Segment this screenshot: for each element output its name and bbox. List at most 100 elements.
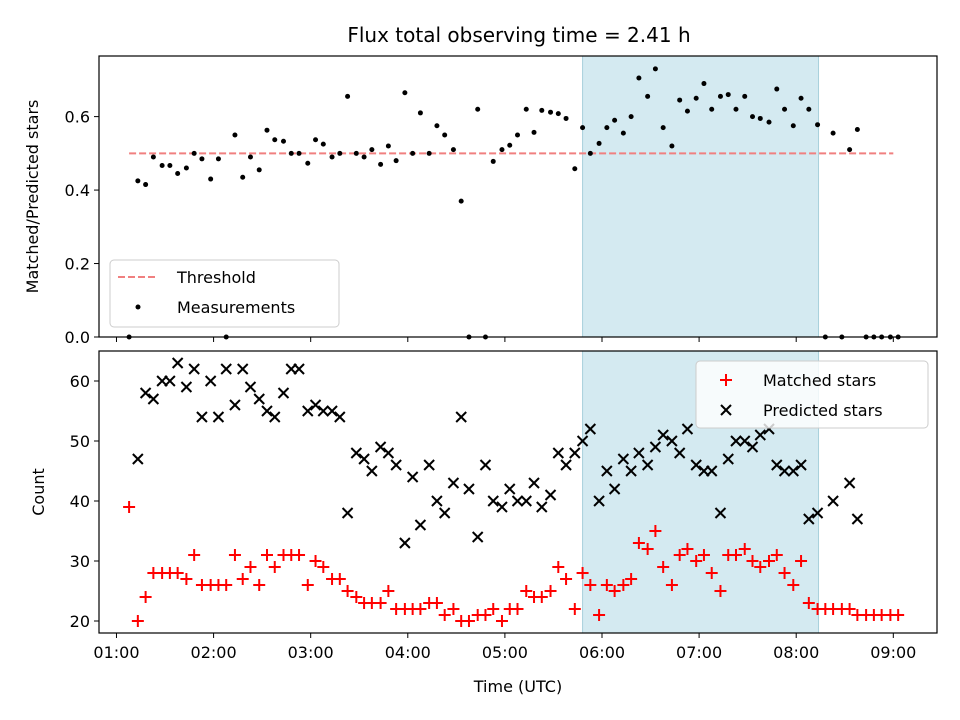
measurement-point — [798, 95, 804, 101]
predicted-star-point — [326, 405, 338, 417]
predicted-star-point — [536, 501, 548, 513]
predicted-star-point — [681, 423, 694, 435]
predicted-star-point — [576, 435, 589, 447]
predicted-star-point — [803, 513, 815, 525]
predicted-star-point — [746, 441, 759, 453]
matched-star-point — [617, 579, 630, 591]
predicted-star-point — [253, 393, 265, 405]
matched-star-point — [544, 585, 557, 597]
measurement-point — [313, 137, 319, 143]
xtick-label: 09:00 — [870, 643, 916, 662]
predicted-star-point — [754, 429, 766, 441]
predicted-star-point — [302, 405, 314, 417]
measurement-point — [256, 167, 262, 173]
predicted-star-point — [414, 519, 427, 531]
predicted-star-point — [479, 459, 492, 471]
matched-star-point — [535, 591, 548, 603]
predicted-star-point — [212, 411, 225, 423]
matched-star-point — [479, 609, 492, 621]
matched-star-point — [673, 549, 686, 561]
top-y-axis-label: Matched/Predicted stars — [23, 100, 42, 294]
matched-star-point — [632, 537, 645, 549]
measurement-point — [580, 125, 586, 131]
predicted-star-point — [406, 471, 419, 483]
matched-star-point — [625, 573, 638, 585]
bottom-y-ticks: 20 30 40 50 60 — [70, 372, 99, 631]
measurement-point — [434, 123, 440, 129]
measurement-point — [442, 132, 448, 138]
matched-star-point — [374, 597, 387, 609]
measurement-point — [337, 150, 343, 156]
measurement-point — [264, 127, 270, 133]
predicted-star-point — [625, 465, 637, 477]
measurement-point — [378, 161, 384, 167]
measurement-point — [652, 66, 658, 72]
predicted-star-point — [341, 507, 354, 519]
measurement-point — [369, 147, 375, 153]
measurement-point — [515, 132, 521, 138]
measurement-point — [345, 93, 351, 99]
matched-star-point — [892, 609, 905, 621]
top-observing-span — [582, 55, 820, 338]
measurement-point — [135, 178, 141, 184]
matched-star-point — [301, 579, 314, 591]
measurement-point — [628, 114, 634, 120]
measurement-point — [733, 106, 739, 112]
measurement-point — [159, 162, 165, 168]
matched-star-point — [382, 585, 395, 597]
bottom-legend: Matched stars Predicted stars — [695, 360, 929, 429]
matched-star-point — [462, 615, 475, 627]
measurement-point — [531, 129, 537, 135]
xtick-label: 03:00 — [288, 643, 334, 662]
predicted-star-point — [843, 477, 856, 489]
measurement-point — [458, 198, 464, 204]
matched-star-point — [123, 501, 136, 513]
measurement-point — [215, 156, 221, 162]
legend-measurements-label: Measurements — [177, 298, 295, 317]
matched-star-point — [754, 561, 767, 573]
measurement-point — [539, 107, 545, 113]
predicted-star-point — [714, 507, 727, 519]
measurement-point — [604, 125, 610, 131]
predicted-star-point — [220, 363, 232, 375]
measurement-point — [272, 137, 278, 143]
bottom-ytick-label: 20 — [70, 612, 90, 631]
measurement-point — [701, 81, 707, 87]
measurement-point — [191, 150, 197, 156]
matched-star-point — [729, 549, 742, 561]
predicted-star-point — [739, 435, 751, 447]
predicted-star-point — [511, 495, 524, 507]
matched-star-point — [253, 579, 266, 591]
matched-star-point — [552, 561, 565, 573]
matched-star-point — [576, 567, 589, 579]
legend-predicted-swatch — [720, 404, 732, 416]
matched-star-point — [268, 561, 281, 573]
measurement-point — [280, 138, 286, 144]
predicted-star-point — [261, 405, 273, 417]
matched-star-point — [787, 579, 800, 591]
measurement-point — [183, 165, 189, 171]
predicted-star-point — [455, 411, 467, 423]
predicted-star-point — [463, 483, 475, 495]
xtick-label: 05:00 — [482, 643, 528, 662]
measurement-point — [830, 130, 836, 136]
matched-star-point — [188, 549, 201, 561]
top-y-ticks: 0.0 0.2 0.4 0.6 — [65, 108, 99, 347]
predicted-star-point — [350, 447, 363, 459]
predicted-star-point — [811, 507, 824, 519]
measurement-point — [684, 108, 690, 114]
bottom-ytick-label: 40 — [70, 492, 90, 511]
legend-matched-label: Matched stars — [763, 371, 876, 390]
predicted-star-point — [771, 459, 783, 471]
legend-measurements-swatch — [135, 304, 141, 310]
bottom-axes-frame — [98, 350, 938, 634]
measurement-point — [329, 154, 335, 160]
predicted-star-point — [569, 447, 581, 459]
predicted-star-point — [827, 495, 839, 507]
measurement-point — [175, 171, 181, 177]
predicted-star-point — [423, 459, 435, 471]
measurement-point — [507, 142, 513, 148]
predicted-star-point — [633, 447, 645, 459]
measurement-point — [677, 97, 683, 103]
